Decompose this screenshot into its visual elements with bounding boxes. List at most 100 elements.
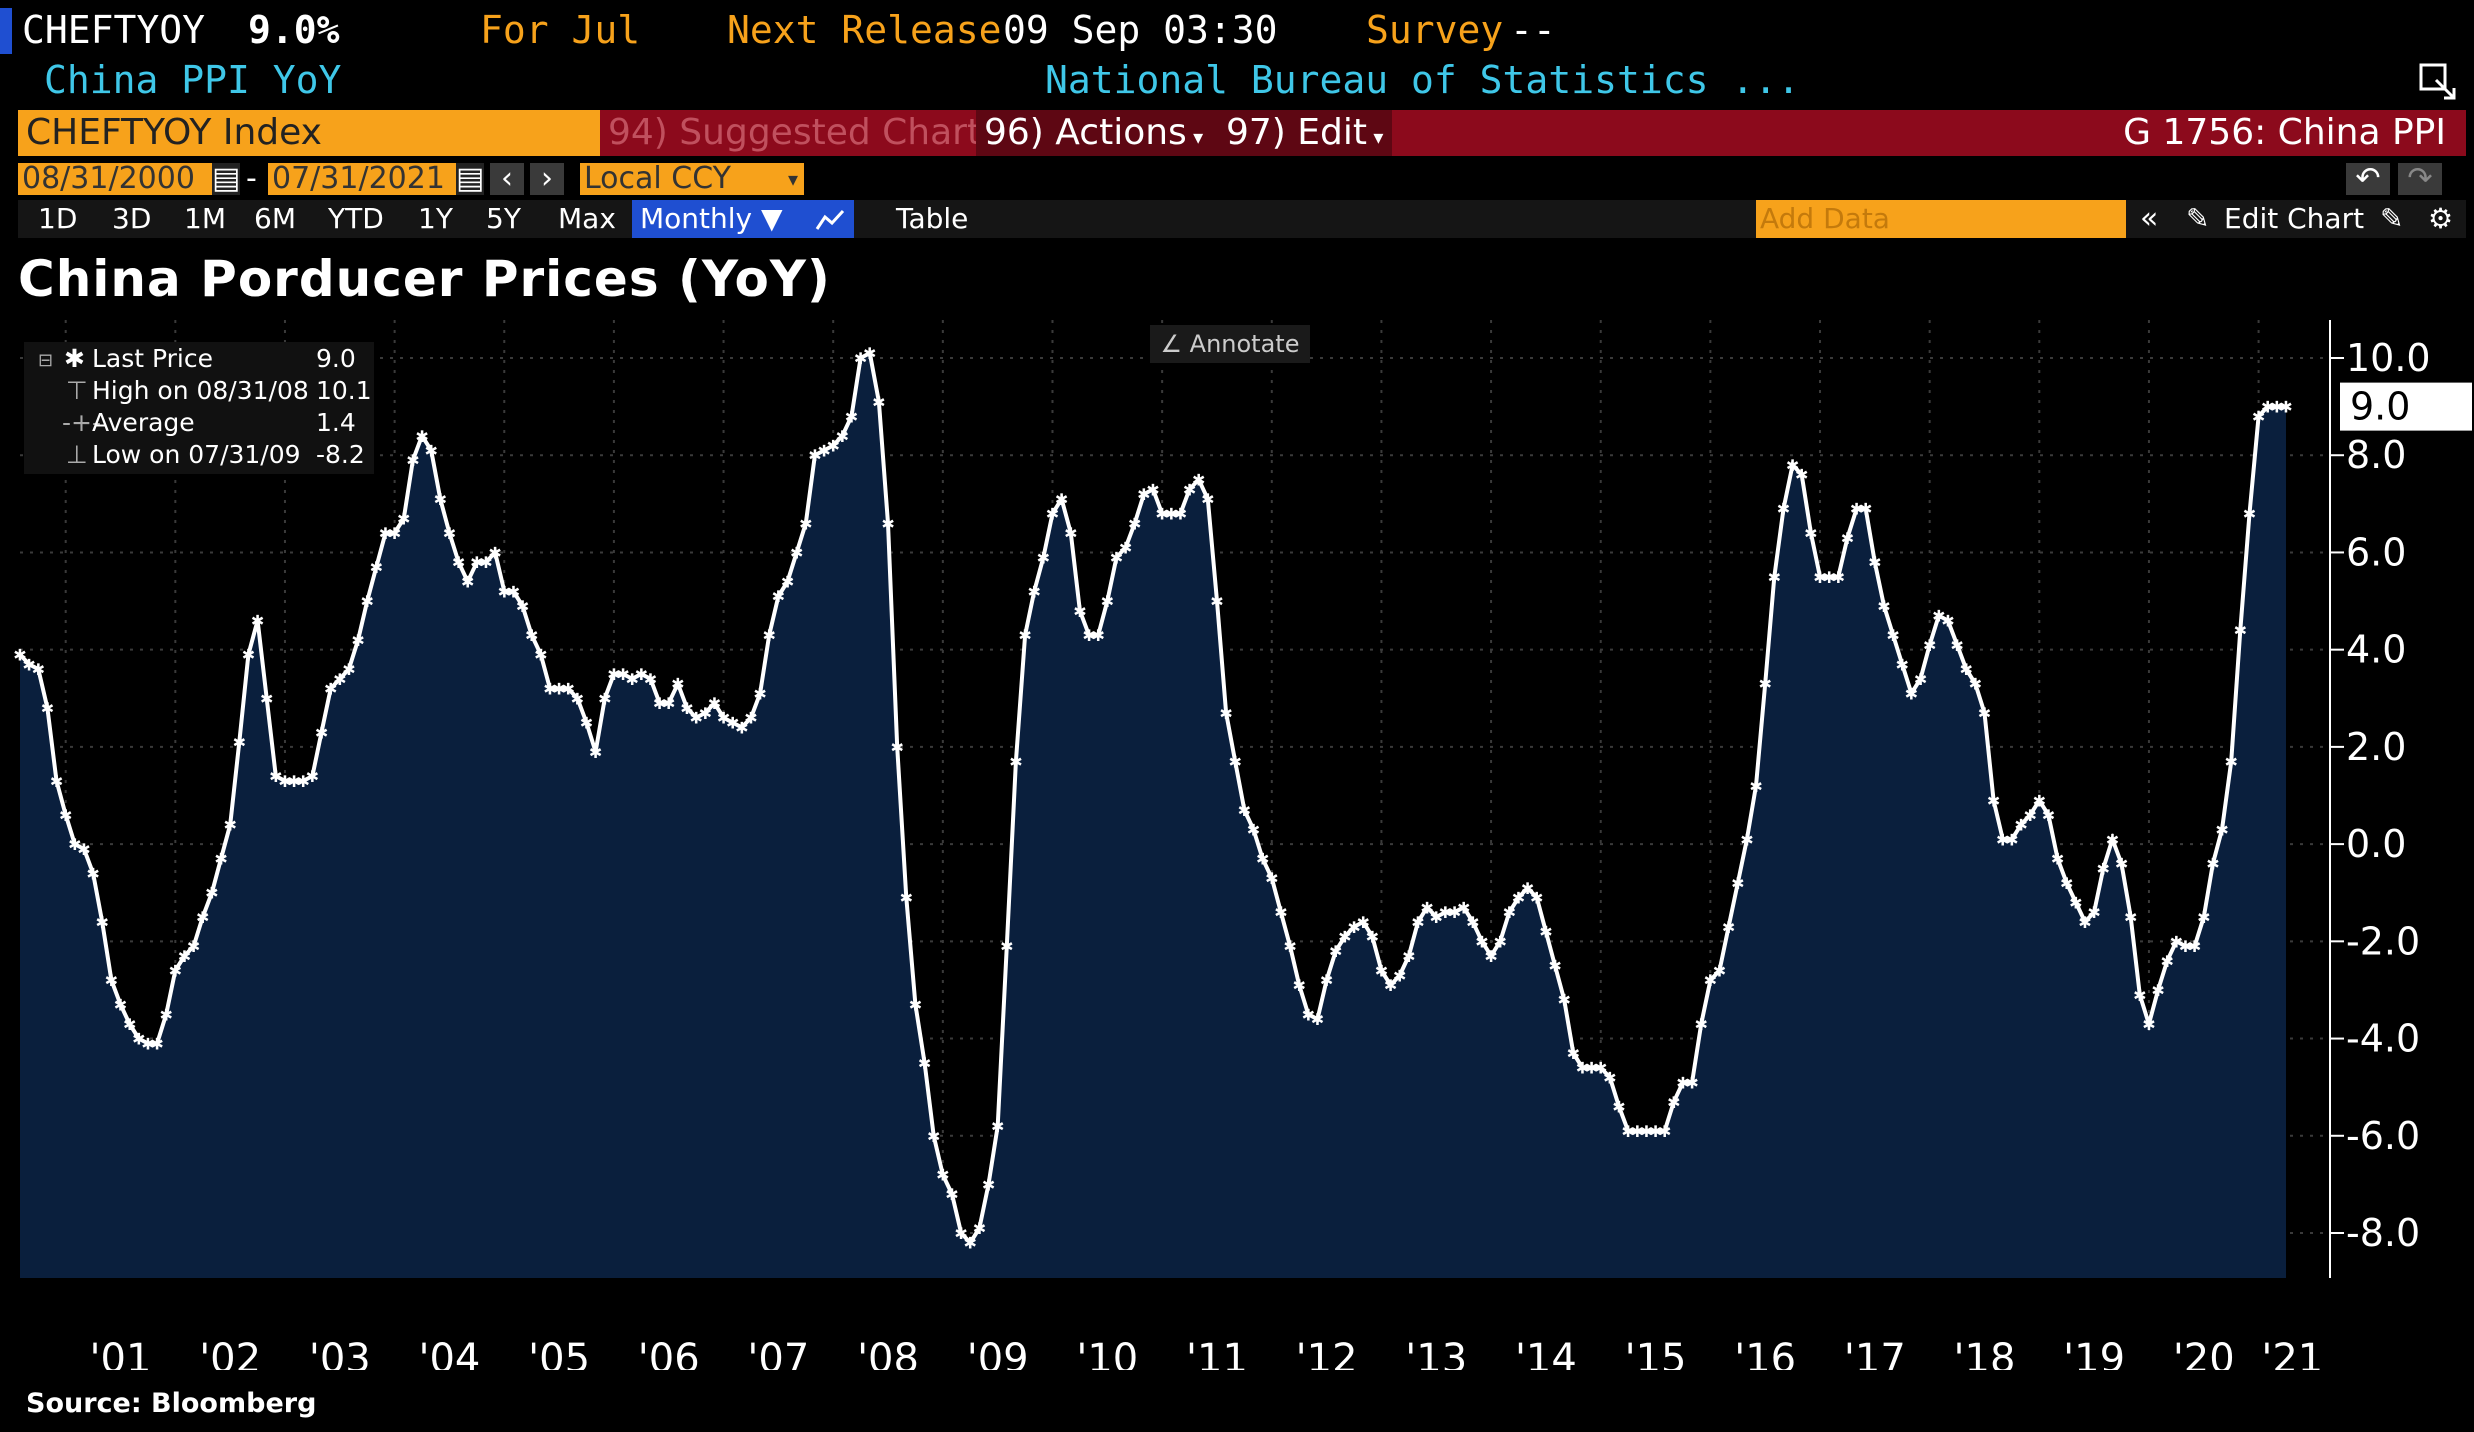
data-point: ✱ [1859,500,1872,519]
data-point: ✱ [1210,592,1223,611]
data-point: ✱ [662,694,675,713]
x-tick-label: '14 [1515,1336,1577,1370]
x-tick-label: '04 [418,1336,480,1370]
legend-collapse-icon[interactable]: ⊟ [38,350,54,371]
date-separator: - [246,161,257,196]
data-point: ✱ [973,1219,986,1238]
period-max[interactable]: Max [558,202,616,235]
data-point: ✱ [1311,1010,1324,1029]
data-point: ✱ [2097,859,2110,878]
calendar-icon[interactable]: ▤ [212,161,241,196]
data-point: ✱ [77,840,90,859]
x-tick-label: '10 [1076,1336,1138,1370]
data-point: ✱ [1046,505,1059,524]
data-point: ✱ [826,437,839,456]
data-point: ✱ [2279,398,2292,417]
ticker-code[interactable]: CHEFTYOY [22,8,206,52]
data-point: ✱ [351,631,364,650]
undo-icon[interactable]: ↶ [2346,163,2390,195]
data-point: ✱ [2234,621,2247,640]
data-point: ✱ [1804,524,1817,543]
frequency-select[interactable]: Monthly ▼ [632,200,812,238]
chart-title: China Porducer Prices (YoY) [18,250,831,308]
legend-box[interactable]: ⊟ ✱ Last Price 9.0 ⊤ High on 08/31/08 10… [24,342,374,474]
x-tick-label: '03 [309,1336,371,1370]
edit-button[interactable]: 97) Edit ▾ [1218,110,1392,156]
y-tick-label: -6.0 [2346,1114,2420,1158]
data-point: ✱ [1749,777,1762,796]
data-point: ✱ [1695,1015,1708,1034]
data-point: ✱ [1557,991,1570,1010]
end-date-field[interactable]: 07/31/2021 [268,163,462,195]
data-point: ✱ [233,733,246,752]
chevron-right-icon[interactable]: › [530,163,564,195]
data-point: ✱ [1539,923,1552,942]
data-point: ✱ [2005,830,2018,849]
pencil-icon[interactable]: ✎ [2186,202,2210,235]
redo-icon[interactable]: ↷ [2398,163,2442,195]
edit-chart-button[interactable]: Edit Chart [2224,202,2365,235]
start-date-field[interactable]: 08/31/2000 [18,163,212,195]
gear-icon[interactable]: ⚙ [2428,202,2454,235]
period-bar: 1D 3D 1M 6M YTD 1Y 5Y Max Monthly ▼ Tabl… [18,200,2466,238]
period-ytd[interactable]: YTD [328,202,384,235]
data-point: ✱ [1274,903,1287,922]
data-point: ✱ [461,573,474,592]
period-1y[interactable]: 1Y [418,202,453,235]
suggested-charts-button[interactable]: 94) Suggested Charts [608,112,1000,153]
data-point: ✱ [598,689,611,708]
data-point: ✱ [424,441,437,460]
data-point: ✱ [242,646,255,665]
data-point: ✱ [1101,592,1114,611]
annotate-button[interactable]: ∠ Annotate [1150,325,1310,363]
data-point: ✱ [1457,898,1470,917]
data-point: ✱ [1110,548,1123,567]
data-point: ✱ [1165,505,1178,524]
x-tick-label: '13 [1405,1336,1467,1370]
data-point: ✱ [397,509,410,528]
data-point: ✱ [196,908,209,927]
data-point: ✱ [890,738,903,757]
expand-icon[interactable] [2418,62,2458,102]
edit-chart-icon[interactable]: ✎ [2380,202,2404,235]
collapse-icon[interactable]: « [2140,201,2159,236]
period-3d[interactable]: 3D [112,202,152,235]
x-tick-label: '06 [638,1336,700,1370]
data-point: ✱ [415,427,428,446]
actions-button[interactable]: 96) Actions ▾ [976,110,1218,156]
add-data-input[interactable]: Add Data [1756,200,2126,238]
y-tick-label: -2.0 [2346,919,2420,963]
period-5y[interactable]: 5Y [486,202,521,235]
currency-select[interactable]: Local CCY ▾ [580,163,804,195]
data-point: ✱ [1393,966,1406,985]
data-point: ✱ [1603,1068,1616,1087]
data-point: ✱ [223,816,236,835]
x-tick-label: '20 [2173,1336,2235,1370]
data-point: ✱ [1484,947,1497,966]
security-field[interactable]: CHEFTYOY Index [18,110,600,156]
data-point: ✱ [781,573,794,592]
data-point: ✱ [1256,850,1269,869]
data-point: ✱ [1082,626,1095,645]
period-1d[interactable]: 1D [38,202,78,235]
period-1m[interactable]: 1M [184,202,226,235]
data-point: ✱ [1713,962,1726,981]
data-point: ✱ [571,689,584,708]
data-point: ✱ [991,1117,1004,1136]
line-chart-icon[interactable] [806,200,854,238]
x-tick-label: '05 [528,1336,590,1370]
table-button[interactable]: Table [896,202,969,235]
calendar-icon[interactable]: ▤ [456,161,485,196]
data-point: ✱ [726,714,739,733]
data-point: ✱ [141,1034,154,1053]
data-point: ✱ [1475,932,1488,951]
data-point: ✱ [1055,490,1068,509]
chevron-left-icon[interactable]: ‹ [490,163,524,195]
data-point: ✱ [2197,908,2210,927]
data-point: ✱ [817,441,830,460]
data-point: ✱ [1667,1093,1680,1112]
data-point: ✱ [443,524,456,543]
data-point: ✱ [13,646,26,665]
data-point: ✱ [260,689,273,708]
period-6m[interactable]: 6M [254,202,296,235]
